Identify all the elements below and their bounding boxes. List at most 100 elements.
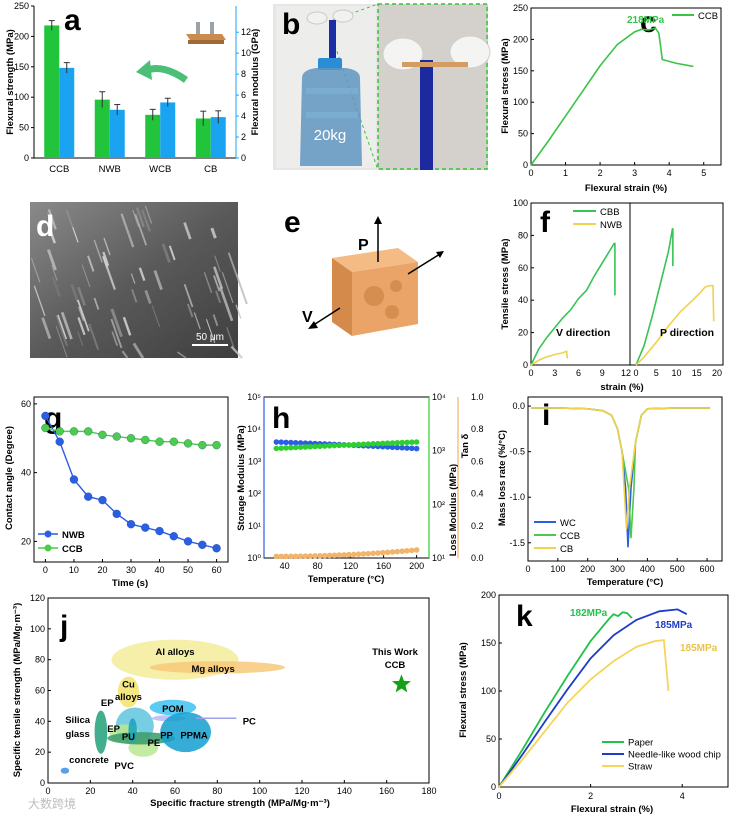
panel-f-series: [530, 228, 715, 366]
panel-a-y2-ticks: 0 2 4 6 8 10 12: [236, 27, 251, 163]
sem-fiber: [213, 266, 224, 290]
panel-label-e: e: [284, 206, 301, 239]
panel-j-xtick-label: 180: [421, 786, 436, 796]
sem-fiber: [103, 237, 111, 256]
panel-f-frame: [530, 202, 724, 366]
panel-j-ytick-label: 0: [40, 778, 45, 788]
panel-a-ytick-label: 50: [19, 123, 29, 133]
panel-j-region-concrete: [60, 767, 70, 774]
panel-h-point: [297, 440, 304, 446]
panel-h-y2tick-label: 10¹: [432, 553, 445, 563]
sem-fiber: [132, 342, 145, 359]
panel-a-y2tick-label: 8: [241, 69, 246, 79]
panel-g-xtick-label: 60: [212, 565, 222, 575]
sem-fiber: [63, 201, 74, 228]
panel-h-y3tick-label: 1.0: [471, 392, 484, 402]
panel-h-ytick-label: 10²: [248, 489, 261, 499]
sem-fiber: [122, 316, 132, 336]
panel-c-series: [530, 27, 694, 166]
panel-h-xlabel: Temperature (°C): [308, 574, 384, 585]
sem-fiber: [186, 303, 194, 318]
panel-e-schematic: e P V: [284, 206, 444, 336]
panel-b-photo: 20kg b: [273, 3, 491, 171]
panel-k-xlabel: Flexural strain (%): [571, 804, 653, 815]
panel-h-point: [413, 547, 420, 553]
sem-fiber: [203, 272, 213, 294]
panel-a-y2tick-label: 6: [241, 90, 246, 100]
panel-h-point: [408, 439, 415, 446]
panel-f-line-left-cbb: [530, 242, 616, 366]
panel-h-point: [379, 440, 386, 447]
panel-h-point: [404, 445, 410, 451]
panel-a-bar: [160, 102, 176, 158]
panel-i-ylabel: Mass loss rate (%/°C): [497, 430, 508, 526]
panel-h-point: [360, 551, 367, 557]
panel-f-v-direction-label: V direction: [556, 327, 610, 339]
panel-h-point: [399, 548, 405, 555]
panel-h-point: [317, 443, 323, 450]
sem-fiber: [235, 304, 242, 319]
panel-h-point: [283, 439, 289, 446]
panel-i-xlabel: Temperature (°C): [587, 577, 663, 588]
panel-f-xtick-label-left: 12: [621, 368, 631, 378]
panel-i-legend-label: CCB: [560, 531, 580, 542]
panel-h-y2tick-label: 10²: [432, 499, 445, 509]
panel-f-xtick-label-right: 10: [671, 368, 681, 378]
panel-g-xtick-label: 40: [155, 565, 165, 575]
panel-h-xtick-label: 160: [376, 561, 391, 571]
panel-k-xtick-label: 0: [496, 791, 501, 801]
panel-j-label-al-alloys: Al alloys: [155, 647, 194, 658]
panel-k-ytick-label: 100: [481, 686, 496, 696]
water-bottle: 20kg: [300, 58, 362, 166]
panel-h-point: [336, 442, 343, 449]
panel-g-point-nwb: [41, 411, 50, 421]
panel-j-ytick-label: 100: [30, 624, 45, 634]
panel-c-ytick-label: 50: [518, 129, 528, 139]
sem-fiber: [183, 283, 194, 308]
v-axis-arrow: [311, 307, 341, 327]
cube-left: [332, 258, 352, 336]
panel-h-point: [379, 549, 386, 556]
panel-h-point: [408, 445, 415, 452]
panel-j-label-ppma: PPMA: [180, 730, 208, 741]
sem-fiber: [230, 345, 243, 359]
panel-g-point-ccb: [169, 437, 178, 446]
panel-h-point: [273, 553, 280, 560]
panel-h-point: [278, 553, 285, 560]
panel-k-ytick-label: 150: [481, 638, 496, 648]
sem-fiber: [132, 209, 140, 228]
sem-fiber: [226, 326, 235, 348]
sem-fiber: [153, 270, 163, 291]
panel-g-point-ccb: [155, 437, 164, 446]
panel-k-legend-label: Paper: [628, 738, 653, 749]
panel-i-ytick-label: -1.0: [509, 492, 525, 502]
panel-i-line-chart: i 0 100 200 300 400 500 600 0.0 -0.5 -1.0 -1.5 WC C…: [497, 396, 723, 588]
panel-h-point: [413, 445, 420, 452]
panel-f-line-right-cbb: [635, 228, 674, 366]
panel-h-y3tick-label: 0.0: [471, 553, 484, 563]
panel-g-xtick-label: 0: [43, 565, 48, 575]
sem-fiber: [130, 273, 136, 284]
panel-g-point-nwb: [169, 532, 178, 541]
sem-fiber: [214, 255, 221, 272]
panel-h-point: [326, 552, 333, 559]
panel-g-ytick-label: 60: [21, 399, 31, 409]
panel-i-xtick-label: 500: [670, 564, 685, 574]
panel-label-f: f: [540, 206, 551, 239]
panel-c-xtick-label: 3: [632, 168, 637, 178]
panel-h-point: [292, 444, 299, 451]
sem-fiber: [134, 213, 148, 246]
panel-h-y3tick-label: 0.2: [471, 521, 484, 531]
panel-g-point-ccb: [212, 440, 221, 450]
sem-fiber: [60, 311, 73, 340]
panel-i-xtick-label: 100: [550, 564, 565, 574]
sem-fiber: [212, 314, 219, 327]
panel-h-point: [365, 550, 372, 557]
panel-k-ytick-label: 200: [481, 590, 496, 600]
sem-fiber: [221, 271, 234, 304]
panel-h-y2label: Loss Modulus (MPa): [448, 464, 459, 556]
panel-f-ytick-label: 60: [518, 263, 528, 273]
